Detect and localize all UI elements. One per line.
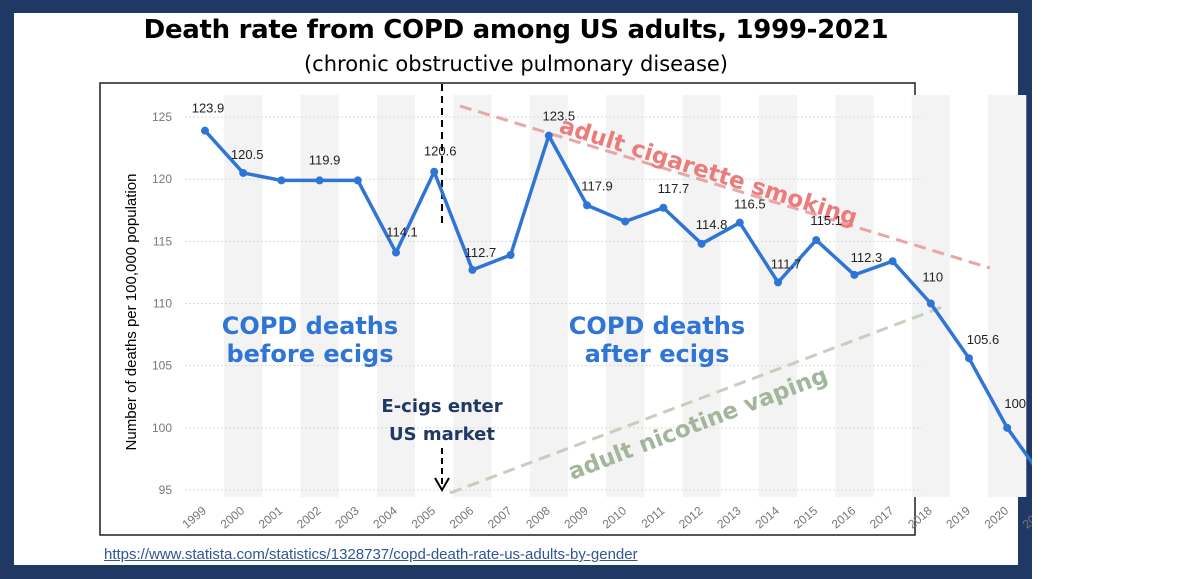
- data-label: 105.6: [967, 332, 1000, 347]
- source-link[interactable]: https://www.statista.com/statistics/1328…: [104, 546, 638, 563]
- y-tick-label: 105: [152, 359, 172, 373]
- y-tick-label: 100: [152, 421, 172, 435]
- x-tick-label: 2020: [982, 503, 1012, 531]
- x-tick-label: 2021: [1020, 503, 1032, 531]
- data-point: [1003, 423, 1012, 432]
- y-tick-label: 95: [159, 483, 173, 497]
- y-tick-label: 120: [152, 172, 172, 186]
- x-tick-label: 2019: [943, 503, 973, 531]
- data-point: [965, 354, 973, 363]
- column-band: [911, 95, 950, 497]
- column-band: [529, 95, 568, 497]
- data-point: [506, 251, 515, 260]
- data-label: 115.1: [810, 213, 842, 228]
- data-point: [888, 257, 897, 266]
- data-point: [239, 168, 248, 177]
- ecig-arrow-head: [434, 477, 450, 492]
- ecig-annotation-line2: US market: [389, 424, 495, 445]
- data-label: 116.5: [734, 197, 766, 212]
- vaping-trend-line: [449, 304, 946, 495]
- column-band: [376, 95, 416, 497]
- after-ecigs-line1: COPD deaths: [569, 312, 745, 340]
- data-point: [544, 131, 553, 140]
- data-label: 117.7: [658, 181, 690, 196]
- data-point: [201, 126, 209, 135]
- before-ecigs-line2: before ecigs: [226, 340, 393, 368]
- data-point: [277, 176, 286, 185]
- column-band: [606, 95, 645, 497]
- data-label: 114.1: [386, 225, 418, 240]
- data-point: [430, 167, 439, 176]
- data-label: 114.8: [696, 217, 728, 232]
- data-point: [812, 236, 821, 245]
- data-label: 123.9: [192, 101, 225, 116]
- data-point: [392, 248, 400, 257]
- ecig-annotation-line1: E-cigs enter: [381, 396, 502, 417]
- column-band: [988, 95, 1027, 497]
- data-label: 110: [922, 270, 943, 285]
- data-label: 100: [1004, 396, 1026, 411]
- column-band: [758, 95, 798, 497]
- before-ecigs-line1: COPD deaths: [222, 312, 398, 340]
- data-label: 117.9: [581, 178, 613, 193]
- chart-subtitle: (chronic obstructive pulmonary disease): [303, 52, 728, 76]
- data-point: [353, 176, 362, 185]
- data-label: 112.3: [851, 250, 883, 265]
- chart-title: Death rate from COPD among US adults, 19…: [143, 15, 889, 45]
- data-point: [850, 270, 859, 279]
- column-band: [835, 95, 874, 497]
- column-band: [224, 95, 263, 497]
- data-label: 112.7: [465, 245, 497, 260]
- y-tick-label: 110: [153, 297, 172, 311]
- after-ecigs-line2: after ecigs: [585, 340, 730, 368]
- column-band: [300, 95, 339, 497]
- data-point: [659, 203, 668, 212]
- data-point: [926, 299, 935, 308]
- data-point: [774, 278, 782, 287]
- y-tick-label: 115: [153, 234, 172, 248]
- data-point: [697, 239, 706, 248]
- data-point: [621, 217, 630, 226]
- data-label: 119.9: [309, 152, 341, 167]
- data-point: [583, 201, 591, 210]
- data-label: 111.7: [771, 256, 802, 271]
- column-band: [453, 95, 492, 497]
- data-point: [468, 265, 477, 274]
- y-tick-label: 125: [152, 110, 172, 124]
- data-point: [735, 218, 744, 227]
- smoking-trend-line: [459, 104, 991, 270]
- y-axis-label: Number of deaths per 100,000 population: [123, 174, 140, 451]
- data-label: 120.5: [231, 147, 264, 162]
- data-label: 123.5: [543, 109, 576, 124]
- data-point: [315, 176, 324, 185]
- column-band: [682, 95, 721, 497]
- data-label: 120.6: [424, 144, 457, 159]
